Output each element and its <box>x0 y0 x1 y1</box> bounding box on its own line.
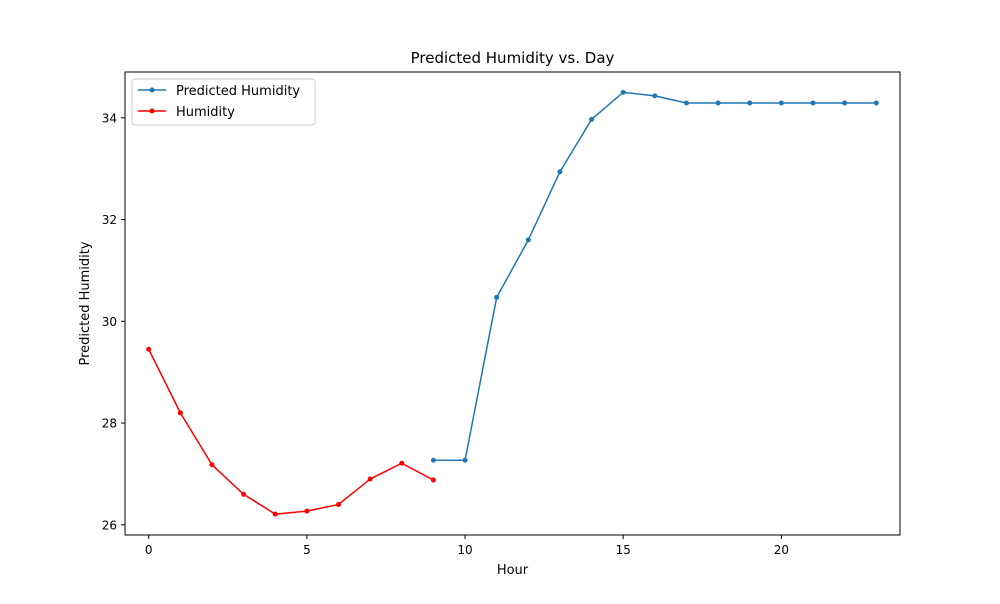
data-point-humidity <box>209 462 215 468</box>
data-point-humidity <box>146 346 152 352</box>
legend-marker-humidity <box>149 108 155 114</box>
data-point-humidity <box>336 501 342 507</box>
legend-label-humidity: Humidity <box>176 105 235 120</box>
data-point-humidity <box>430 477 436 483</box>
x-tick-label: 20 <box>774 543 789 557</box>
data-point-humidity <box>399 460 405 466</box>
data-point-predicted-humidity <box>810 100 816 106</box>
y-tick-label: 26 <box>102 518 117 532</box>
data-point-humidity <box>272 511 278 517</box>
data-point-humidity <box>367 476 373 482</box>
data-point-humidity <box>241 491 247 497</box>
y-tick-label: 28 <box>102 417 117 431</box>
y-tick-label: 30 <box>102 315 117 329</box>
x-tick-label: 0 <box>145 543 153 557</box>
data-point-predicted-humidity <box>778 100 784 106</box>
data-point-predicted-humidity <box>494 294 500 300</box>
legend-label-predicted-humidity: Predicted Humidity <box>176 84 300 99</box>
series-line-humidity <box>148 348 434 515</box>
x-axis: 0 5 10 15 20 <box>145 535 789 557</box>
data-point-humidity <box>304 508 310 514</box>
plot-frame <box>124 71 901 536</box>
series-layer <box>146 89 879 517</box>
y-tick-label: 34 <box>102 111 117 125</box>
x-tick-label: 5 <box>303 543 311 557</box>
data-point-predicted-humidity <box>652 93 658 99</box>
data-point-predicted-humidity <box>683 100 689 106</box>
data-point-predicted-humidity <box>462 457 468 463</box>
data-point-humidity <box>177 410 183 416</box>
y-tick-label: 32 <box>102 213 117 227</box>
x-tick-label: 10 <box>457 543 472 557</box>
data-point-predicted-humidity <box>620 89 626 95</box>
y-axis-label: Predicted Humidity <box>78 241 93 365</box>
data-point-predicted-humidity <box>525 237 531 243</box>
data-point-predicted-humidity <box>715 100 721 106</box>
data-point-predicted-humidity <box>589 116 595 122</box>
chart-title: Predicted Humidity vs. Day <box>411 49 615 67</box>
legend: Predicted Humidity Humidity <box>131 78 316 126</box>
legend-marker-predicted-humidity <box>149 87 155 93</box>
data-point-predicted-humidity <box>430 457 436 463</box>
data-point-predicted-humidity <box>557 169 563 175</box>
data-point-predicted-humidity <box>747 100 753 106</box>
x-tick-label: 15 <box>616 543 631 557</box>
y-axis: 26 28 30 32 34 <box>102 111 125 532</box>
data-point-predicted-humidity <box>842 100 848 106</box>
x-axis-label: Hour <box>497 563 529 578</box>
legend-box <box>131 78 316 126</box>
data-point-predicted-humidity <box>873 100 879 106</box>
